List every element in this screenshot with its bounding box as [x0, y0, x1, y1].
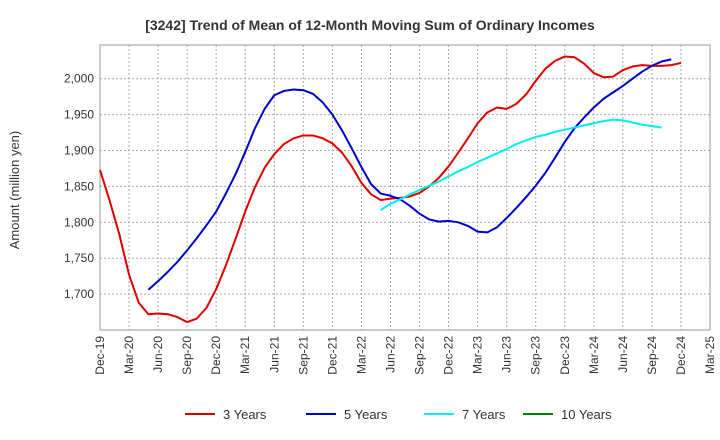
- x-tick-label: Sep-24: [645, 336, 659, 375]
- x-tick-label: Mar-21: [238, 336, 252, 374]
- x-tick-label: Sep-23: [529, 336, 543, 375]
- x-tick-label: Jun-24: [616, 336, 630, 373]
- y-tick-label: 1,700: [64, 287, 94, 301]
- x-tick-label: Jun-20: [151, 336, 165, 373]
- series-line-5-years: [147, 58, 672, 291]
- y-tick-label: 2,000: [64, 72, 94, 86]
- legend-label: 7 Years: [462, 407, 506, 422]
- x-tick-label: Mar-20: [122, 336, 136, 374]
- x-tick-label: Sep-20: [180, 336, 194, 375]
- legend-label: 10 Years: [561, 407, 612, 422]
- x-tick-label: Sep-22: [413, 336, 427, 375]
- grid: [100, 45, 710, 330]
- legend: 3 Years 5 Years 7 Years 10 Years: [185, 407, 612, 422]
- x-tick-label: Jun-22: [383, 336, 397, 373]
- x-tick-label: Mar-22: [354, 336, 368, 374]
- x-tick-label: Dec-20: [209, 336, 223, 375]
- x-tick-label: Dec-21: [325, 336, 339, 375]
- y-tick-label: 1,850: [64, 179, 94, 193]
- y-axis: 1,700 1,750 1,800 1,850 1,900 1,950 2,000: [64, 72, 94, 301]
- x-tick-label: Sep-21: [296, 336, 310, 375]
- chart-title: [3242] Trend of Mean of 12-Month Moving …: [145, 17, 595, 33]
- y-tick-label: 1,750: [64, 251, 94, 265]
- x-tick-label: Jun-21: [267, 336, 281, 373]
- x-axis: Dec-19 Mar-20 Jun-20 Sep-20 Dec-20 Mar-21 Jun-…: [93, 336, 717, 375]
- x-tick-label: Dec-22: [442, 336, 456, 375]
- plot-area-frame: [99, 44, 711, 331]
- y-tick-label: 1,900: [64, 144, 94, 158]
- x-tick-label: Dec-19: [93, 336, 107, 375]
- x-tick-label: Mar-23: [471, 336, 485, 374]
- x-tick-label: Dec-23: [558, 336, 572, 375]
- y-tick-label: 1,800: [64, 215, 94, 229]
- y-tick-label: 1,950: [64, 108, 94, 122]
- legend-label: 3 Years: [223, 407, 267, 422]
- series-line-3-years: [99, 55, 682, 324]
- x-tick-label: Mar-24: [587, 336, 601, 374]
- legend-label: 5 Years: [344, 407, 388, 422]
- x-tick-label: Mar-25: [703, 336, 717, 374]
- series-line-7-years: [380, 118, 662, 211]
- x-tick-label: Dec-24: [674, 336, 688, 375]
- y-axis-title: Amount (million yen): [7, 131, 22, 250]
- series-group: [99, 55, 682, 324]
- x-tick-label: Jun-23: [500, 336, 514, 373]
